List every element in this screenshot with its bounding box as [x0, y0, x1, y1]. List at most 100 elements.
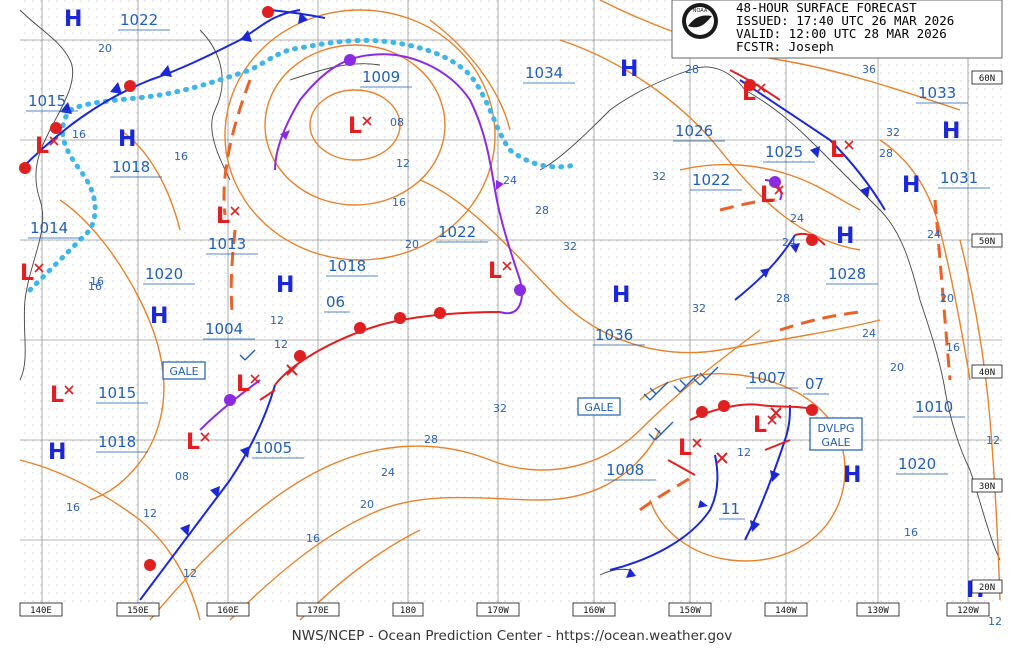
forecast-title: 48-HOUR SURFACE FORECAST [736, 0, 917, 15]
pressure-label: 1022 [438, 223, 476, 241]
isobar-label: 12 [183, 567, 197, 580]
isobar-label: 12 [274, 338, 288, 351]
pressure-label: 1020 [145, 265, 183, 283]
forecast-header: NOAA 48-HOUR SURFACE FORECAST ISSUED: 17… [671, 0, 1003, 59]
pressure-label: 1022 [692, 171, 730, 189]
isobar-label: 20 [405, 238, 419, 251]
coastlines [19, 9, 1001, 576]
isobar-label: 20 [940, 292, 954, 305]
fronts [19, 9, 886, 601]
low-center: L [186, 430, 200, 455]
isobar-label: 32 [493, 402, 507, 415]
isobar-label: 24 [862, 327, 876, 340]
isobar-label: 16 [392, 196, 406, 209]
high-center: H [150, 304, 168, 329]
occluded-front [274, 53, 523, 315]
isobar-label: 28 [535, 204, 549, 217]
isobar-label: 28 [424, 433, 438, 446]
isobar-label: 08 [390, 116, 404, 129]
pressure-label: 1005 [254, 439, 292, 457]
high-center: H [612, 283, 630, 308]
isobar-label: 32 [886, 126, 900, 139]
valid-time: VALID: 12:00 UTC 28 MAR 2026 [736, 26, 947, 41]
low-center: L [488, 259, 502, 284]
pressure-label: 1007 [748, 369, 786, 387]
forecaster: FCSTR: Joseph [736, 39, 834, 54]
cold-front [19, 9, 301, 171]
isobar-label: 12 [737, 446, 751, 459]
longitude-label: 130W [867, 606, 889, 616]
pressure-label: 06 [326, 293, 345, 311]
isobar-label: 16 [946, 341, 960, 354]
isobar-label: 28 [776, 292, 790, 305]
isobar-label: 16 [174, 150, 188, 163]
developing-gale-label: GALE [821, 436, 850, 449]
isobar-label: 12 [396, 157, 410, 170]
latitude-label: 30N [979, 482, 995, 492]
high-center: H [836, 224, 854, 249]
cold-front [609, 454, 719, 571]
longitude-label: 160E [217, 606, 239, 616]
warning-boxes: GALE GALE DVLPG GALE [162, 361, 863, 451]
front-symbols [19, 6, 870, 578]
latitude-label: 50N [979, 237, 995, 247]
longitude-label: 140E [30, 606, 52, 616]
isobar-label: 24 [927, 228, 941, 241]
pressure-label: 1034 [525, 64, 563, 82]
isobar-label: 16 [72, 128, 86, 141]
low-center: L [216, 204, 230, 229]
isobar-label: 20 [360, 498, 374, 511]
isobar-label: 32 [692, 302, 706, 315]
high-center: H [64, 7, 82, 32]
low-center: L [760, 183, 774, 208]
pressure-label: 1026 [675, 122, 713, 140]
low-center: L [20, 261, 34, 286]
graticule [20, 0, 1002, 608]
longitude-label: 120W [957, 606, 979, 616]
troughs [222, 79, 952, 512]
gale-warning-box [577, 397, 621, 416]
ice-edge [27, 37, 578, 293]
pressure-label: 1031 [940, 169, 978, 187]
developing-label: DVLPG [817, 422, 854, 435]
isobar-label: 32 [563, 240, 577, 253]
isobar-label: 16 [306, 532, 320, 545]
pressure-label: 1025 [765, 143, 803, 161]
cold-front [139, 384, 276, 601]
pressure-label: 1036 [595, 326, 633, 344]
isobar-label: 36 [862, 63, 876, 76]
pressure-label: 1009 [362, 68, 400, 86]
cold-front [744, 404, 791, 541]
pressure-label: 1028 [828, 265, 866, 283]
low-center: L [753, 413, 767, 438]
pressure-label: 1008 [606, 461, 644, 479]
isobar-label: 12 [986, 434, 1000, 447]
isobar-label: 12 [270, 314, 284, 327]
isobar-label: 12 [988, 615, 1002, 628]
longitude-label: 150E [127, 606, 149, 616]
noaa-logo-text: NOAA [693, 8, 708, 14]
gale-warning-label: GALE [584, 401, 613, 414]
isobar-label: 28 [879, 147, 893, 160]
pressure-label: 1014 [30, 219, 68, 237]
pressure-label: 1013 [208, 235, 246, 253]
longitude-label: 170W [487, 606, 509, 616]
latitude-label: 40N [979, 368, 995, 378]
pressure-label: 07 [805, 375, 824, 393]
low-center: L [35, 134, 49, 159]
low-center: L [742, 81, 756, 106]
isobar-label: 24 [782, 236, 796, 249]
latitude-label: 20N [979, 583, 995, 593]
isobar-label: 24 [503, 174, 517, 187]
isobar-label: 12 [143, 507, 157, 520]
pressure-label: 1018 [328, 257, 366, 275]
isobar-label: 16 [904, 526, 918, 539]
low-center: L [50, 383, 64, 408]
low-center: L [830, 138, 844, 163]
isobar-label: 28 [685, 63, 699, 76]
storm-tracks [259, 364, 791, 476]
warm-front [689, 403, 816, 421]
footer-credit: NWS/NCEP - Ocean Prediction Center - htt… [292, 628, 733, 644]
high-center: H [902, 173, 920, 198]
